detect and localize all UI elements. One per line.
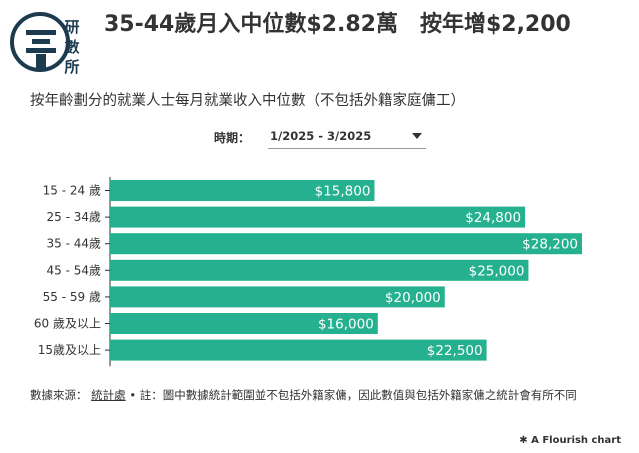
category-label: 15 - 24 歲 bbox=[43, 184, 101, 198]
flourish-asterisk-icon: ✱ bbox=[519, 435, 532, 446]
bar-value-label: $28,200 bbox=[522, 237, 578, 253]
bar[interactable] bbox=[110, 313, 378, 334]
bar[interactable] bbox=[110, 339, 487, 361]
category-label: 25 - 34歲 bbox=[47, 210, 102, 224]
category-label: 60 歲及以上 bbox=[34, 317, 101, 331]
flourish-credit[interactable]: ✱ A Flourish chart bbox=[519, 435, 621, 446]
bar-value-label: $20,000 bbox=[385, 290, 441, 306]
category-label: 35 - 44歲 bbox=[47, 237, 102, 251]
bar-chart: 15 - 24 歲 $15,800 25 - 34歲 $24,800 35 - 44歲 $… bbox=[34, 177, 582, 367]
bar[interactable] bbox=[110, 206, 526, 228]
credit-text: A Flourish chart bbox=[531, 435, 621, 446]
bar-value-label: $24,800 bbox=[465, 210, 521, 226]
bar-value-label: $16,000 bbox=[318, 317, 374, 333]
source-label: 數據來源： bbox=[30, 388, 88, 402]
chart-subtitle: 按年齡劃分的就業人士每月就業收入中位數（不包括外籍家庭傭工） bbox=[30, 93, 465, 109]
bar[interactable] bbox=[110, 259, 529, 281]
logo: 研 數 所 bbox=[8, 8, 94, 80]
note-text: • 註：圖中數據統計範圍並不包括外籍家傭，因此數值與包括外籍家傭之統計會有所不同 bbox=[129, 388, 577, 402]
bar[interactable] bbox=[110, 286, 445, 308]
category-label: 45 - 54歲 bbox=[47, 263, 102, 277]
bar[interactable] bbox=[110, 180, 375, 201]
logo-text-3: 所 bbox=[64, 58, 79, 76]
category-label: 15歲及以上 bbox=[38, 343, 101, 357]
bar[interactable] bbox=[110, 233, 582, 255]
logo-text-1: 研 bbox=[64, 18, 79, 36]
category-label: 55 - 59 歲 bbox=[43, 290, 101, 304]
period-selected-value: 1/2025 - 3/2025 bbox=[270, 129, 372, 143]
period-dropdown[interactable]: 1/2025 - 3/2025 bbox=[268, 124, 426, 149]
chart-title: 35-44歲月入中位數$2.82萬 按年增$2,200 bbox=[104, 12, 571, 37]
footnote: 數據來源： 統計處 • 註：圖中數據統計範圍並不包括外籍家傭，因此數值與包括外籍… bbox=[30, 387, 620, 404]
chevron-down-icon[interactable] bbox=[412, 133, 422, 139]
logo-mark-icon: 研 數 所 bbox=[10, 12, 80, 76]
source-link[interactable]: 統計處 bbox=[91, 388, 126, 402]
bar-value-label: $25,000 bbox=[469, 263, 525, 279]
bar-value-label: $22,500 bbox=[427, 343, 483, 359]
bar-value-label: $15,800 bbox=[315, 184, 371, 200]
period-label: 時期： bbox=[214, 131, 251, 145]
logo-text-2: 數 bbox=[64, 38, 79, 56]
